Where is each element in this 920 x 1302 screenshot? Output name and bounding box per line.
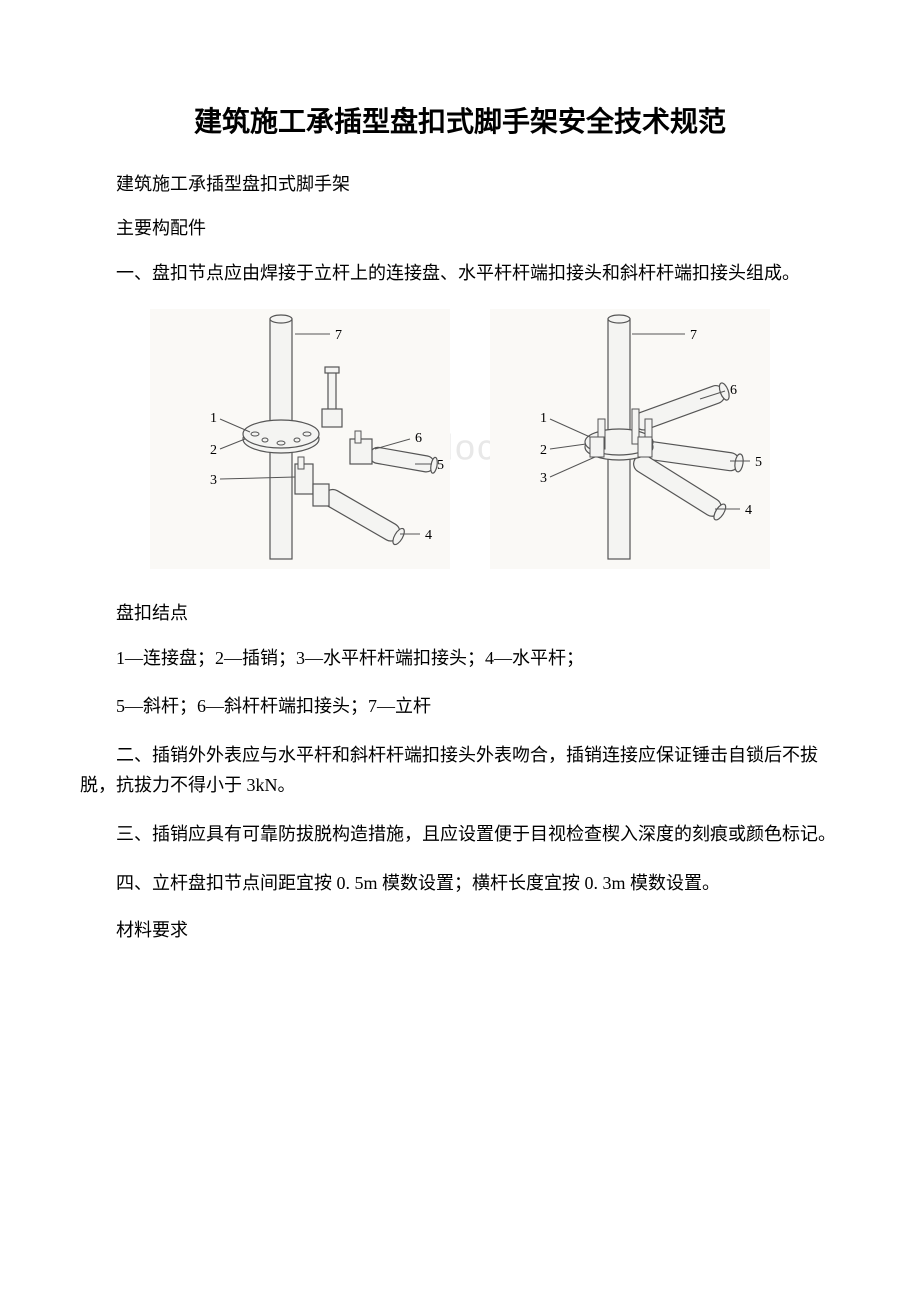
svg-text:5: 5 (437, 458, 444, 473)
svg-text:7: 7 (335, 328, 342, 343)
svg-text:5: 5 (755, 455, 762, 470)
svg-text:3: 3 (210, 473, 217, 488)
document-subtitle: 建筑施工承插型盘扣式脚手架 (80, 170, 840, 196)
svg-text:4: 4 (745, 503, 752, 518)
paragraph-2: 二、插销外外表应与水平杆和斜杆杆端扣接头外表吻合，插销连接应保证锤击自锁后不拔脱… (80, 740, 840, 801)
paragraph-3: 三、插销应具有可靠防拔脱构造措施，且应设置便于目视检查楔入深度的刻痕或颜色标记。 (80, 819, 840, 850)
legend-line-1: 1—连接盘；2—插销；3—水平杆杆端扣接头；4—水平杆； (80, 643, 840, 674)
paragraph-1: 一、盘扣节点应由焊接于立杆上的连接盘、水平杆杆端扣接头和斜杆杆端扣接头组成。 (80, 258, 840, 289)
section-header-1: 主要构配件 (80, 214, 840, 240)
svg-text:3: 3 (540, 471, 547, 486)
svg-text:2: 2 (210, 443, 217, 458)
figure-container: www.bdocx.com (80, 309, 840, 569)
svg-text:6: 6 (730, 383, 737, 398)
svg-text:1: 1 (540, 411, 547, 426)
document-title: 建筑施工承插型盘扣式脚手架安全技术规范 (80, 100, 840, 140)
paragraph-4: 四、立杆盘扣节点间距宜按 0. 5m 模数设置；横杆长度宜按 0. 3m 模数设… (80, 868, 840, 899)
svg-text:2: 2 (540, 443, 547, 458)
figure-left-exploded: 1 2 3 7 6 5 4 (150, 309, 450, 569)
figure-caption: 盘扣结点 (80, 599, 840, 625)
legend-line-2: 5—斜杆；6—斜杆杆端扣接头；7—立杆 (80, 691, 840, 722)
section-header-2: 材料要求 (80, 916, 840, 942)
svg-text:1: 1 (210, 411, 217, 426)
svg-text:4: 4 (425, 528, 432, 543)
svg-text:7: 7 (690, 328, 697, 343)
figure-right-assembled: 1 2 3 7 6 5 4 (490, 309, 770, 569)
svg-text:6: 6 (415, 431, 422, 446)
